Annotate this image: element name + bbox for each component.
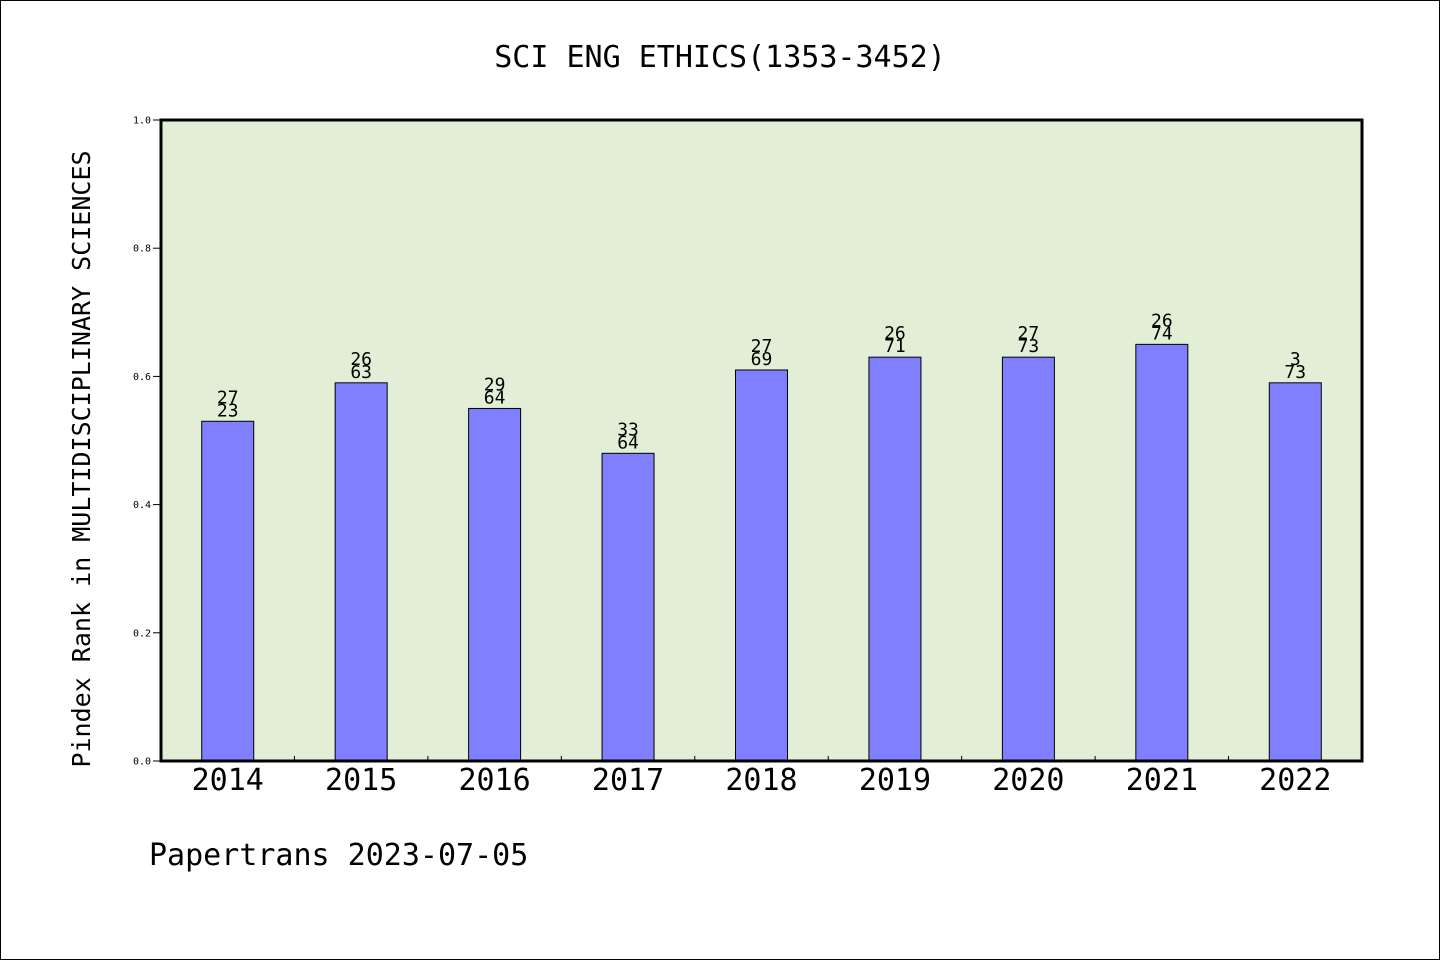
bar-label-top: 29: [484, 374, 506, 395]
x-tick-label: 2020: [992, 763, 1064, 798]
y-tick-label: 0.8: [133, 244, 151, 255]
plot-border: [159, 118, 1364, 763]
bar-2018: [735, 369, 788, 762]
x-tick-label: 2017: [592, 763, 664, 798]
footer-credit: Papertrans 2023-07-05: [149, 838, 528, 873]
bar-2016: [468, 407, 522, 762]
chart-title: SCI ENG ETHICS(1353-3452): [494, 40, 946, 75]
x-tick-label: 2021: [1126, 763, 1198, 798]
x-axis: 2014 2015 2016 2017 2018 2019 2020 2021 2022: [192, 756, 1331, 798]
y-tick-label: 0.2: [133, 628, 151, 639]
x-tick-label: 2015: [325, 763, 397, 798]
x-tick-label: 2014: [192, 763, 264, 798]
bar-label-bottom: 64: [484, 387, 506, 408]
y-tick-label: 0.0: [133, 757, 151, 768]
bar-label-top: 3: [1290, 349, 1301, 370]
bar-label-bottom: 71: [884, 336, 906, 357]
bar-2014: [201, 420, 255, 762]
bar-label-bottom: 64: [617, 432, 639, 453]
x-tick-label: 2016: [458, 763, 530, 798]
y-tick-label: 0.6: [133, 372, 151, 383]
bar-label-top: 27: [217, 387, 239, 408]
bar-label-top: 27: [751, 336, 773, 357]
y-tick-label: 1.0: [133, 116, 151, 127]
y-tick-label: 0.4: [133, 500, 151, 511]
bars-group: [201, 343, 1322, 762]
bar-2020: [1001, 356, 1055, 762]
y-axis-label: Pindex Rank in MULTIDISCIPLINARY SCIENCE…: [67, 150, 96, 767]
bar-label-top: 26: [884, 323, 906, 344]
bar-label-bottom: 73: [1284, 362, 1306, 383]
bar-2017: [601, 452, 655, 762]
bar-label-top: 26: [350, 349, 372, 370]
bar-label-bottom: 63: [350, 362, 372, 383]
bar-label-bottom: 73: [1018, 336, 1040, 357]
bar-2015: [334, 382, 388, 762]
bar-label-top: 27: [1018, 323, 1040, 344]
bar-2022: [1268, 382, 1322, 762]
y-axis: 0.0 0.2 0.4 0.6 0.8 1.0: [133, 116, 161, 768]
x-tick-label: 2019: [859, 763, 931, 798]
bar-label-bottom: 23: [217, 400, 239, 421]
bar-label-top: 33: [617, 419, 639, 440]
bar-2019: [868, 356, 922, 762]
bar-label-bottom: 74: [1151, 323, 1173, 344]
x-tick-label: 2022: [1259, 763, 1331, 798]
x-tick-label: 2018: [725, 763, 797, 798]
bar-2021: [1135, 343, 1189, 762]
bar-label-bottom: 69: [751, 349, 773, 370]
bar-label-top: 26: [1151, 310, 1173, 331]
